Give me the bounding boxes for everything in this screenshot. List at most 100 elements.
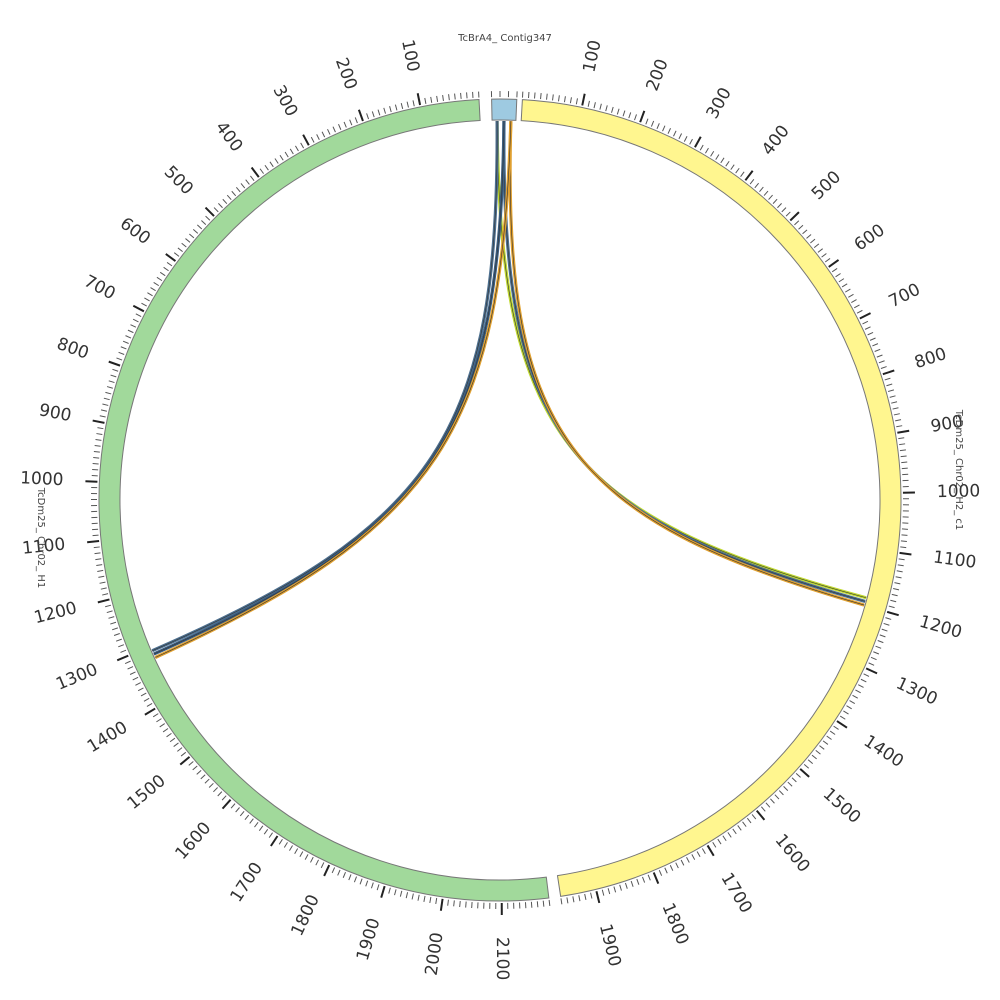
tick-h2: [807, 759, 814, 765]
tick-h1: [92, 534, 99, 537]
tick-h1: [284, 151, 289, 158]
tick-h2: [856, 309, 863, 314]
tick-h2: [619, 884, 622, 891]
tick-h2: [799, 768, 810, 778]
tick-h2: [765, 802, 771, 808]
tick-h1: [258, 825, 264, 831]
tick-h1: [132, 318, 139, 323]
tick-h1: [250, 175, 255, 182]
tick-h1: [173, 252, 180, 257]
tick-marks: [85, 91, 915, 916]
tick-h1: [442, 94, 444, 102]
tick-h2: [803, 763, 810, 769]
tick-h2: [642, 876, 646, 883]
tick-h2: [802, 229, 808, 235]
tick-h1: [366, 113, 370, 120]
tick-h2: [754, 182, 760, 189]
tick-h2: [704, 147, 709, 154]
tick-h1: [454, 93, 456, 100]
tick-label-h2: 1300: [893, 673, 941, 709]
tick-h1: [112, 368, 119, 372]
tick-h1: [208, 782, 214, 788]
tick-h2: [896, 425, 903, 428]
tick-h2: [841, 283, 848, 288]
tick-h1: [394, 889, 397, 896]
tick-h1: [188, 761, 194, 766]
tick-h2: [595, 891, 601, 904]
tick-h2: [900, 455, 907, 458]
tick-h2: [897, 564, 904, 567]
tick-h1: [141, 302, 147, 307]
tick-h2: [581, 93, 586, 106]
tick-h1: [269, 161, 274, 168]
tick-h2: [781, 207, 787, 213]
tick-label-h1: 200: [331, 55, 361, 92]
tick-h1: [542, 900, 545, 907]
tick-h2: [897, 429, 910, 434]
tick-h1: [320, 862, 325, 869]
tick-h2: [730, 164, 735, 170]
tick-h2: [607, 888, 611, 895]
tick-h2: [616, 108, 620, 115]
tick-h2: [811, 754, 817, 760]
tick-h1: [173, 742, 179, 747]
tick-h1: [94, 444, 101, 447]
tick-h2: [590, 892, 593, 899]
tick-h1: [87, 540, 100, 544]
tick-h2: [664, 867, 668, 874]
tick-h2: [868, 662, 875, 666]
tick-h2: [859, 312, 871, 320]
tick-h1: [388, 887, 391, 894]
tick-h2: [628, 112, 632, 119]
tick-h1: [536, 901, 539, 908]
tick-h2: [822, 740, 829, 745]
tick-h2: [746, 817, 752, 824]
tick-h1: [205, 215, 211, 221]
link-ribbon-outline-1: [155, 121, 512, 658]
tick-h2: [880, 366, 887, 369]
tick-h1: [354, 117, 358, 124]
tick-h2: [826, 735, 832, 740]
tick-h1: [283, 842, 288, 848]
tick-h1: [137, 687, 144, 692]
tick-h1: [93, 456, 100, 459]
tick-h1: [96, 433, 103, 436]
tick-h2: [737, 825, 742, 831]
tick-h2: [735, 167, 740, 174]
tick-h2: [605, 105, 608, 112]
tick-h1: [417, 894, 420, 901]
tick-h1: [98, 575, 105, 578]
tick-h1: [156, 276, 163, 282]
tick-label-h1: 100: [397, 38, 423, 74]
tick-h2: [898, 558, 905, 561]
tick-h2: [699, 144, 704, 151]
tick-label-h1: 800: [54, 334, 91, 364]
tick-h1: [110, 621, 117, 625]
tick-h1: [110, 374, 117, 378]
tick-h2: [862, 320, 869, 325]
tick-h1: [106, 386, 113, 389]
tick-h2: [824, 258, 831, 263]
tick-h1: [435, 897, 438, 905]
tick-h1: [92, 419, 105, 424]
tick-h1: [111, 627, 118, 631]
tick-h2: [895, 419, 902, 422]
segment-label-h2: TcDm25_ Chr02_ H2_ c1: [953, 409, 964, 531]
tick-h1: [118, 644, 125, 648]
tick-h2: [777, 203, 782, 209]
tick-h2: [686, 857, 690, 863]
tick-h1: [144, 297, 150, 302]
tick-h2: [540, 93, 542, 100]
tick-h1: [370, 882, 374, 889]
tick-label-h1: 1500: [124, 771, 170, 814]
tick-h1: [430, 96, 433, 103]
tick-h1: [254, 822, 259, 828]
tick-h2: [849, 700, 856, 704]
tick-h2: [572, 896, 575, 903]
tick-h1: [342, 872, 346, 878]
tick-h2: [806, 234, 812, 239]
tick-h1: [239, 810, 245, 817]
tick-h2: [624, 882, 628, 889]
tick-h2: [740, 171, 745, 177]
